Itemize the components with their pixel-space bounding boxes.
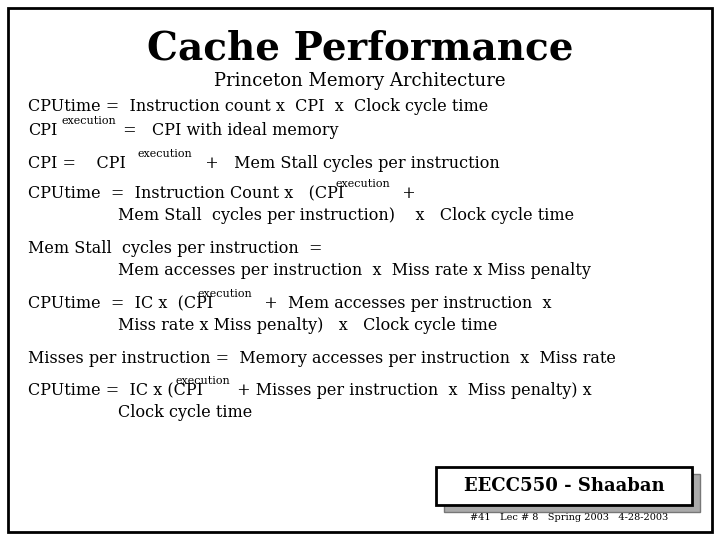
Text: + Misses per instruction  x  Miss penalty) x: + Misses per instruction x Miss penalty)… bbox=[232, 382, 592, 399]
Text: Mem Stall  cycles per instruction)    x   Clock cycle time: Mem Stall cycles per instruction) x Cloc… bbox=[118, 207, 574, 224]
Bar bbox=[436, 467, 692, 505]
Text: execution: execution bbox=[175, 376, 230, 386]
Text: CPI: CPI bbox=[28, 122, 58, 139]
Text: execution: execution bbox=[197, 289, 252, 299]
Text: Cache Performance: Cache Performance bbox=[147, 30, 573, 68]
Text: CPUtime  =  Instruction Count x   (CPI: CPUtime = Instruction Count x (CPI bbox=[28, 185, 344, 202]
Text: Misses per instruction =  Memory accesses per instruction  x  Miss rate: Misses per instruction = Memory accesses… bbox=[28, 350, 616, 367]
Text: CPI =    CPI: CPI = CPI bbox=[28, 155, 126, 172]
Text: +   Mem Stall cycles per instruction: + Mem Stall cycles per instruction bbox=[195, 155, 500, 172]
Text: Princeton Memory Architecture: Princeton Memory Architecture bbox=[215, 72, 505, 90]
Text: execution: execution bbox=[138, 149, 193, 159]
Text: CPUtime  =  IC x  (CPI: CPUtime = IC x (CPI bbox=[28, 295, 213, 312]
Text: EECC550 - Shaaban: EECC550 - Shaaban bbox=[464, 477, 665, 495]
Text: Miss rate x Miss penalty)   x   Clock cycle time: Miss rate x Miss penalty) x Clock cycle … bbox=[118, 317, 498, 334]
Text: +  Mem accesses per instruction  x: + Mem accesses per instruction x bbox=[254, 295, 552, 312]
Text: #41   Lec # 8   Spring 2003   4-28-2003: #41 Lec # 8 Spring 2003 4-28-2003 bbox=[470, 514, 668, 523]
Text: execution: execution bbox=[335, 179, 390, 189]
Text: Mem Stall  cycles per instruction  =: Mem Stall cycles per instruction = bbox=[28, 240, 323, 257]
Text: Mem accesses per instruction  x  Miss rate x Miss penalty: Mem accesses per instruction x Miss rate… bbox=[118, 262, 591, 279]
Text: CPUtime =  IC x (CPI: CPUtime = IC x (CPI bbox=[28, 382, 203, 399]
Text: execution: execution bbox=[62, 116, 117, 126]
Text: CPUtime =  Instruction count x  CPI  x  Clock cycle time: CPUtime = Instruction count x CPI x Cloc… bbox=[28, 98, 488, 115]
Text: +: + bbox=[392, 185, 415, 202]
Text: =   CPI with ideal memory: = CPI with ideal memory bbox=[118, 122, 338, 139]
Bar bbox=[444, 474, 700, 512]
Text: Clock cycle time: Clock cycle time bbox=[118, 404, 252, 421]
